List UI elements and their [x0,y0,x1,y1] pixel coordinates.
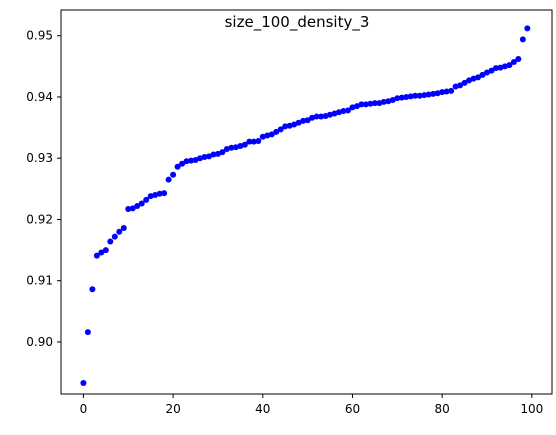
data-point [250,138,257,145]
data-point [138,200,145,207]
plot-frame [60,9,553,395]
data-point [515,56,522,62]
data-point [385,98,392,105]
data-point [93,252,100,259]
y-axis: 0.90 0.91 0.92 0.93 0.94 0.95 [26,29,61,349]
data-point [152,191,159,198]
x-tick-label: 100 [520,402,543,416]
data-point [327,111,334,118]
data-point [201,153,208,160]
data-point [497,64,504,71]
data-point [488,67,495,74]
data-point [84,329,91,336]
y-tick-label: 0.91 [26,274,53,288]
data-point [111,233,118,240]
data-point [89,286,96,293]
data-point [268,131,275,138]
data-point [492,65,499,72]
data-point [344,107,351,114]
data-point [197,155,203,162]
data-point [371,100,378,107]
data-point [349,104,356,111]
data-point [380,98,387,105]
data-point [443,88,450,95]
data-point [107,238,114,245]
data-point [129,205,136,212]
y-tick-label: 0.92 [26,212,53,226]
data-point [80,379,87,386]
data-point [524,25,531,32]
data-point [143,196,150,203]
chart-title: size_100_density_3 [225,13,370,32]
data-point [519,36,526,43]
data-point [362,101,369,108]
data-point [102,247,109,254]
data-point [282,123,289,130]
x-tick-label: 20 [165,402,180,416]
data-point [439,89,446,96]
data-point [161,190,168,197]
data-point [313,113,320,120]
data-point [170,171,177,178]
data-point [183,158,190,165]
data-point [461,79,468,86]
data-point [412,92,419,99]
data-point [286,122,293,129]
data-point [394,95,401,102]
data-point [241,141,248,148]
data-point [416,92,423,99]
data-point [205,153,212,160]
data-point [188,157,195,164]
data-point [457,82,464,89]
data-point [452,83,459,90]
y-tick-label: 0.90 [26,335,53,349]
data-points [80,25,531,386]
data-point [228,144,235,151]
data-point [246,138,253,145]
x-axis: 0 20 40 60 80 100 [80,394,543,416]
data-point [367,100,374,107]
data-point [116,228,123,235]
data-point [174,163,181,170]
data-point [300,117,307,124]
y-tick-label: 0.94 [26,90,53,104]
data-point [125,206,132,213]
data-point [295,119,302,126]
data-point [421,92,428,99]
x-tick-label: 60 [345,402,360,416]
data-point [483,69,490,76]
x-tick-label: 80 [435,402,450,416]
data-point [120,225,127,232]
data-point [134,202,141,209]
data-point [425,91,432,98]
data-point [318,113,325,120]
data-point [277,126,284,133]
data-point [210,151,217,158]
data-point [340,108,347,115]
data-point [98,249,105,256]
data-point [179,160,186,167]
data-point [430,90,437,97]
data-point [255,138,262,145]
data-point [403,93,410,100]
x-tick-label: 40 [255,402,270,416]
data-point [264,132,271,139]
data-point [398,94,405,101]
data-point [165,176,172,183]
data-point [304,117,311,124]
y-tick-label: 0.95 [26,29,53,43]
data-point [510,59,517,66]
data-point [506,62,513,69]
data-point [479,71,486,78]
data-point [448,87,455,94]
data-point [358,101,365,108]
data-point [475,74,482,81]
data-point [219,149,226,156]
data-point [156,190,163,197]
x-tick-label: 0 [80,402,88,416]
y-tick-label: 0.93 [26,151,53,165]
data-point [273,128,280,135]
data-point [407,93,414,100]
